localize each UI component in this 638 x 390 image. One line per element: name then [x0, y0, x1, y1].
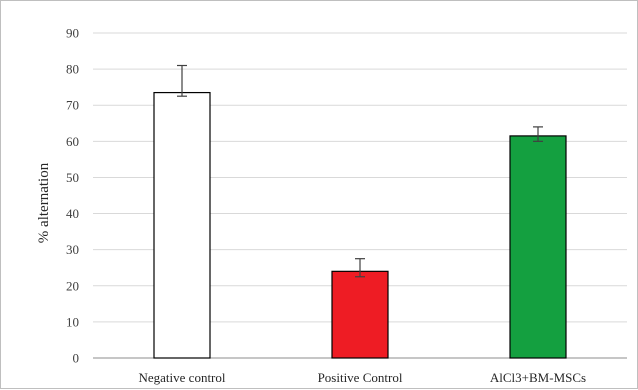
bar [331, 270, 389, 359]
y-tick-label: 10 [66, 314, 79, 329]
x-tick-label: AlCl3+BM-MSCs [490, 370, 586, 385]
y-tick-label: 80 [66, 62, 79, 77]
bar [509, 135, 567, 359]
y-tick-label: 20 [66, 278, 79, 293]
y-tick-label: 30 [66, 242, 79, 257]
y-tick-label: 60 [66, 134, 79, 149]
bars [153, 91, 567, 359]
y-axis-label: % alternation [36, 162, 52, 243]
y-tick-label: 50 [66, 170, 79, 185]
y-tick-label: 70 [66, 98, 79, 113]
y-tick-labels: 0 10 20 30 40 50 60 70 80 90 [66, 26, 79, 366]
error-bars [177, 64, 543, 278]
y-tick-label: 0 [73, 351, 80, 366]
y-tick-label: 40 [66, 206, 79, 221]
y-tick-label: 90 [66, 26, 79, 41]
x-tick-labels: Negative control Positive Control AlCl3+BM… [139, 370, 587, 385]
x-tick-label: Negative control [139, 370, 226, 385]
bar [153, 91, 211, 359]
x-tick-label: Positive Control [318, 370, 403, 385]
